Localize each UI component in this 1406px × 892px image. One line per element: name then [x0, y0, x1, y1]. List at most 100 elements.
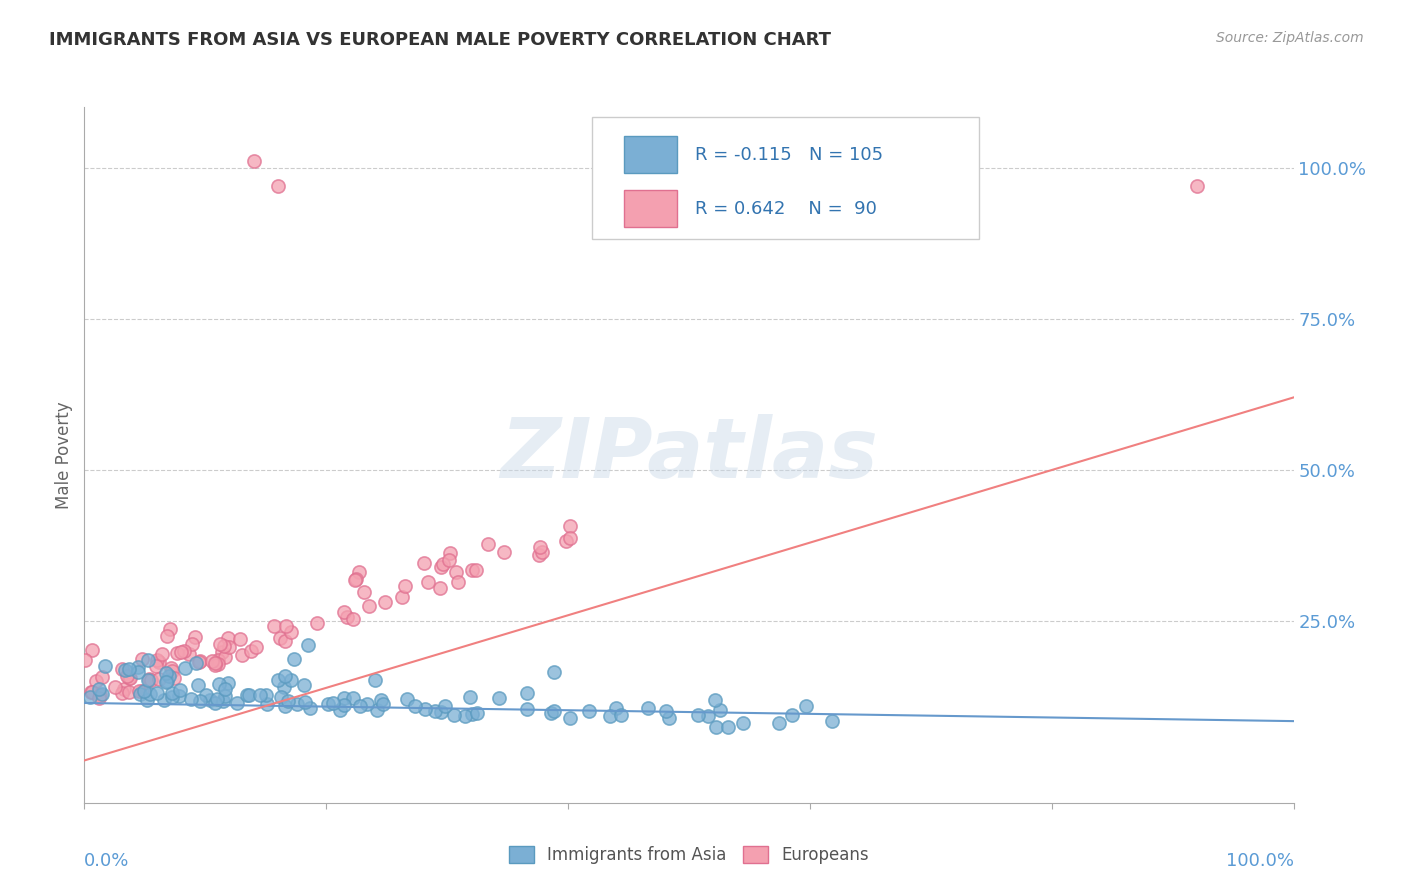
Point — [173, 644, 195, 658]
Point — [344, 572, 367, 586]
Point — [138, 687, 160, 701]
Point — [413, 701, 436, 715]
Point — [139, 673, 162, 687]
FancyBboxPatch shape — [624, 190, 676, 227]
Point — [704, 720, 727, 734]
Point — [527, 548, 550, 562]
Point — [605, 701, 627, 715]
Text: 100.0%: 100.0% — [1226, 852, 1294, 870]
Point — [658, 710, 681, 724]
Point — [112, 682, 135, 697]
Point — [391, 591, 413, 605]
Point — [208, 637, 231, 651]
Point — [194, 688, 217, 702]
Legend: Immigrants from Asia, Europeans: Immigrants from Asia, Europeans — [502, 839, 876, 871]
Point — [269, 631, 291, 645]
Point — [79, 690, 101, 704]
Point — [394, 579, 416, 593]
Point — [447, 574, 470, 589]
Text: IMMIGRANTS FROM ASIA VS EUROPEAN MALE POVERTY CORRELATION CHART: IMMIGRANTS FROM ASIA VS EUROPEAN MALE PO… — [49, 31, 831, 49]
Point — [117, 671, 139, 685]
Point — [240, 643, 263, 657]
Point — [374, 595, 396, 609]
Point — [155, 666, 177, 681]
Point — [146, 686, 169, 700]
Text: Source: ZipAtlas.com: Source: ZipAtlas.com — [1216, 31, 1364, 45]
Point — [555, 533, 578, 548]
Point — [155, 675, 177, 690]
Point — [104, 680, 127, 694]
Point — [349, 698, 371, 713]
Point — [186, 657, 208, 671]
Point — [425, 704, 447, 718]
Point — [342, 612, 364, 626]
Point — [187, 678, 209, 692]
Point — [211, 645, 233, 659]
Point — [273, 680, 295, 694]
Point — [180, 692, 202, 706]
Point — [118, 662, 141, 676]
Point — [136, 653, 159, 667]
Point — [204, 656, 226, 670]
Point — [135, 692, 157, 706]
Point — [444, 565, 467, 579]
Point — [188, 654, 211, 668]
Point — [697, 708, 720, 723]
Point — [128, 684, 150, 698]
Point — [610, 707, 633, 722]
Point — [717, 720, 740, 734]
Point — [560, 711, 582, 725]
Point — [371, 697, 394, 711]
Point — [207, 653, 229, 667]
Point — [204, 697, 226, 711]
FancyBboxPatch shape — [592, 118, 979, 239]
Point — [148, 656, 170, 670]
Point — [256, 697, 278, 711]
Point — [416, 574, 439, 589]
Point — [439, 546, 461, 560]
Point — [794, 698, 817, 713]
Point — [188, 694, 211, 708]
Point — [430, 560, 453, 574]
Text: R = 0.642    N =  90: R = 0.642 N = 90 — [695, 200, 877, 218]
Point — [429, 705, 451, 719]
Point — [160, 664, 183, 678]
Point — [242, 154, 264, 169]
Point — [477, 537, 499, 551]
Point — [89, 689, 111, 703]
Point — [94, 658, 117, 673]
Point — [344, 573, 367, 587]
Point — [294, 695, 316, 709]
Point — [429, 581, 451, 595]
Point — [335, 610, 357, 624]
Point — [273, 634, 295, 648]
Point — [84, 674, 107, 689]
Point — [443, 708, 465, 723]
Point — [214, 682, 236, 697]
Point — [637, 701, 659, 715]
Point — [217, 676, 239, 690]
Y-axis label: Male Poverty: Male Poverty — [55, 401, 73, 508]
Point — [395, 692, 418, 706]
Point — [543, 665, 565, 679]
Point — [516, 686, 538, 700]
Point — [231, 648, 253, 662]
Point — [298, 701, 321, 715]
Point — [80, 684, 103, 698]
Point — [464, 563, 486, 577]
Point — [169, 682, 191, 697]
Point — [492, 545, 515, 559]
Point — [87, 691, 110, 706]
Point — [118, 685, 141, 699]
Point — [156, 629, 179, 643]
Point — [184, 630, 207, 644]
Point — [333, 691, 356, 706]
Text: 0.0%: 0.0% — [84, 852, 129, 870]
Point — [274, 618, 297, 632]
Point — [686, 708, 709, 723]
Point — [329, 703, 352, 717]
Point — [465, 706, 488, 720]
Point — [156, 673, 179, 688]
Point — [285, 697, 308, 711]
Point — [404, 698, 426, 713]
